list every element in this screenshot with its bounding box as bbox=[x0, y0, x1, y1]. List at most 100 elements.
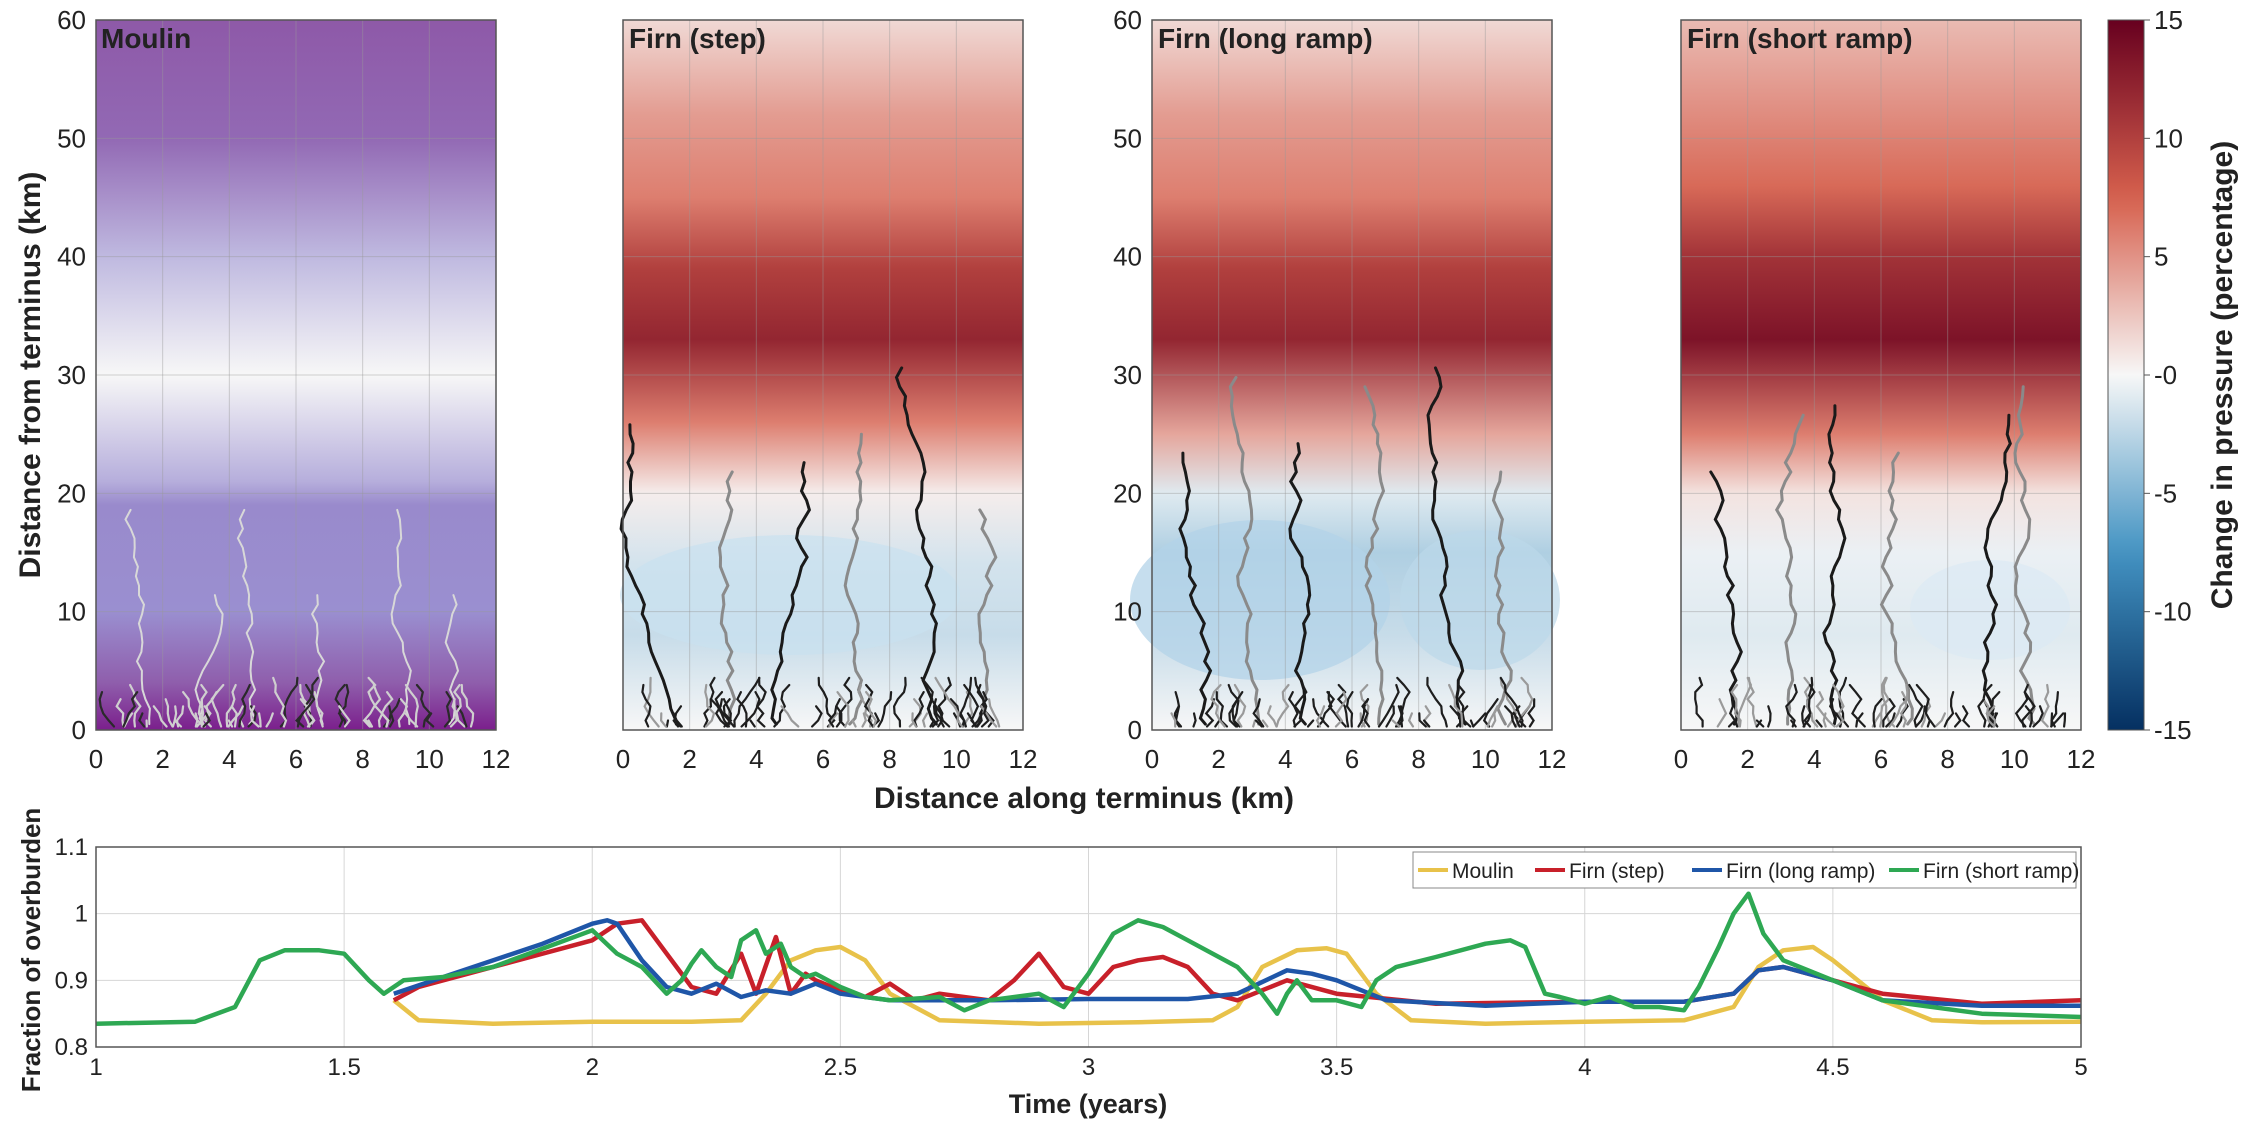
x-tick-labels: 0 2 4 6 8 10 12 bbox=[616, 744, 1038, 774]
channel-network bbox=[1170, 366, 1536, 728]
x-tick-label: 3.5 bbox=[1320, 1054, 1353, 1081]
x-axis-label: Time (years) bbox=[1009, 1089, 1168, 1119]
y-tick-label: 1.1 bbox=[55, 834, 88, 861]
x-tick-label: 10 bbox=[942, 744, 971, 774]
legend-entry: Firn (short ramp) bbox=[1923, 860, 2079, 883]
colorbar-scale bbox=[2107, 19, 2145, 731]
panel-frame bbox=[95, 19, 497, 731]
x-tick-label: 12 bbox=[1009, 744, 1038, 774]
colorbar-tick-label: -0 bbox=[2154, 360, 2177, 390]
x-tick-label: 5 bbox=[2074, 1054, 2087, 1081]
y-tick-label: 40 bbox=[57, 242, 86, 272]
x-tick-label: 12 bbox=[2067, 744, 2096, 774]
x-tick-label: 10 bbox=[1471, 744, 1500, 774]
panel-title: Firn (short ramp) bbox=[1687, 23, 1913, 54]
y-tick-label: 40 bbox=[1113, 242, 1142, 272]
grid bbox=[623, 20, 1023, 730]
x-tick-label: 3 bbox=[1082, 1054, 1095, 1081]
colorbar-tick-label: 10 bbox=[2154, 123, 2183, 153]
x-tick-label: 0 bbox=[1145, 744, 1159, 774]
x-tick-labels: 0 2 4 6 8 10 12 bbox=[1145, 744, 1567, 774]
series-line-3 bbox=[95, 891, 2082, 1026]
x-tick-label: 4 bbox=[222, 744, 236, 774]
series-line-0 bbox=[392, 944, 2082, 1026]
y-tick-labels: 0.8 0.9 1 1.1 bbox=[55, 834, 88, 1061]
y-tick-label: 20 bbox=[57, 478, 86, 508]
series-lines bbox=[95, 891, 2082, 1026]
x-tick-label: 0 bbox=[616, 744, 630, 774]
grid bbox=[1152, 20, 1552, 730]
x-tick-label: 0 bbox=[89, 744, 103, 774]
blue-anomaly bbox=[1910, 560, 2070, 660]
channel-network bbox=[1694, 385, 2067, 728]
y-tick-label: 60 bbox=[57, 5, 86, 35]
plot-frame bbox=[95, 846, 2082, 1048]
panel-frame bbox=[1680, 19, 2082, 731]
x-tick-label: 2 bbox=[682, 744, 696, 774]
y-tick-label: 50 bbox=[57, 123, 86, 153]
x-tick-label: 2 bbox=[1211, 744, 1225, 774]
y-axis-label: Distance from terminus (km) bbox=[14, 172, 47, 579]
y-tick-label: 30 bbox=[1113, 360, 1142, 390]
x-tick-label: 4.5 bbox=[1816, 1054, 1849, 1081]
y-tick-label: 50 bbox=[1113, 123, 1142, 153]
x-tick-label: 4 bbox=[1578, 1054, 1591, 1081]
x-tick-label: 8 bbox=[355, 744, 369, 774]
y-tick-label: 10 bbox=[1113, 597, 1142, 627]
x-tick-label: 2 bbox=[1740, 744, 1754, 774]
x-tick-label: 0 bbox=[1674, 744, 1688, 774]
legend-entry: Firn (step) bbox=[1569, 860, 1665, 883]
x-tick-label: 1.5 bbox=[327, 1054, 360, 1081]
grid bbox=[1681, 20, 2081, 730]
y-tick-labels: 0 10 20 30 40 50 60 bbox=[57, 5, 86, 745]
x-tick-label: 2 bbox=[155, 744, 169, 774]
x-tick-labels: 1 1.5 2 2.5 3 3.5 4 4.5 5 bbox=[89, 1054, 2087, 1081]
legend-entry: Firn (long ramp) bbox=[1726, 860, 1875, 883]
legend-box bbox=[1412, 851, 2077, 889]
legend-entry: Moulin bbox=[1452, 860, 1514, 883]
colorbar-tick-label: -15 bbox=[2154, 715, 2192, 745]
x-tick-label: 4 bbox=[1807, 744, 1821, 774]
x-tick-label: 4 bbox=[1278, 744, 1292, 774]
y-axis-label: Fraction of overburden bbox=[16, 808, 46, 1093]
panel-title: Firn (step) bbox=[629, 23, 766, 54]
colorbar: 15 10 5 -0 -5 -10 -15 Change in pressure (perc… bbox=[2107, 5, 2239, 745]
y-tick-label: 30 bbox=[57, 360, 86, 390]
legend: Moulin Firn (step) Firn (long ramp) Firn (s… bbox=[1412, 851, 2079, 889]
colorbar-tick-label: -5 bbox=[2154, 478, 2177, 508]
blue-anomaly bbox=[1400, 530, 1560, 670]
panel-title: Firn (long ramp) bbox=[1158, 23, 1373, 54]
x-tick-label: 6 bbox=[1345, 744, 1359, 774]
channel-network bbox=[98, 508, 475, 728]
y-tick-label: 20 bbox=[1113, 478, 1142, 508]
blue-anomaly bbox=[620, 535, 960, 655]
x-tick-label: 12 bbox=[1538, 744, 1567, 774]
grid bbox=[96, 20, 496, 730]
y-tick-label: 1 bbox=[75, 901, 88, 928]
panel-moulin: Moulin 0 2 4 6 8 10 12 0 10 20 30 40 50 60 bbox=[57, 5, 510, 774]
panel-frame bbox=[622, 19, 1024, 731]
y-tick-labels: 0 10 20 30 40 50 60 bbox=[1113, 5, 1142, 745]
x-tick-label: 2.5 bbox=[824, 1054, 857, 1081]
x-tick-label: 6 bbox=[816, 744, 830, 774]
y-tick-label: 0 bbox=[72, 715, 86, 745]
x-tick-label: 8 bbox=[882, 744, 896, 774]
panel-background bbox=[96, 20, 496, 730]
x-tick-label: 12 bbox=[482, 744, 511, 774]
x-tick-label: 1 bbox=[89, 1054, 102, 1081]
y-tick-label: 60 bbox=[1113, 5, 1142, 35]
colorbar-tick-label: 15 bbox=[2154, 5, 2183, 35]
x-tick-label: 8 bbox=[1940, 744, 1954, 774]
colorbar-tick-label: -10 bbox=[2154, 597, 2192, 627]
y-tick-label: 10 bbox=[57, 597, 86, 627]
panel-frame bbox=[1151, 19, 1553, 731]
y-tick-label: 0 bbox=[1128, 715, 1142, 745]
panel-title: Moulin bbox=[101, 23, 191, 54]
x-tick-labels: 0 2 4 6 8 10 12 bbox=[89, 744, 511, 774]
panel-firn-step: Firn (step) 0 2 4 6 8 10 12 bbox=[616, 19, 1038, 774]
y-tick-label: 0.9 bbox=[55, 967, 88, 994]
x-tick-label: 6 bbox=[289, 744, 303, 774]
colorbar-ticks: 15 10 5 -0 -5 -10 -15 bbox=[2144, 5, 2192, 745]
panel-firn-long-ramp: Firn (long ramp) 0 2 4 6 8 10 12 0 10 20 30 40 50 60 bbox=[1113, 5, 1566, 774]
panel-firn-short-ramp: Firn (short ramp) 0 2 4 6 8 10 12 bbox=[1674, 19, 2096, 774]
